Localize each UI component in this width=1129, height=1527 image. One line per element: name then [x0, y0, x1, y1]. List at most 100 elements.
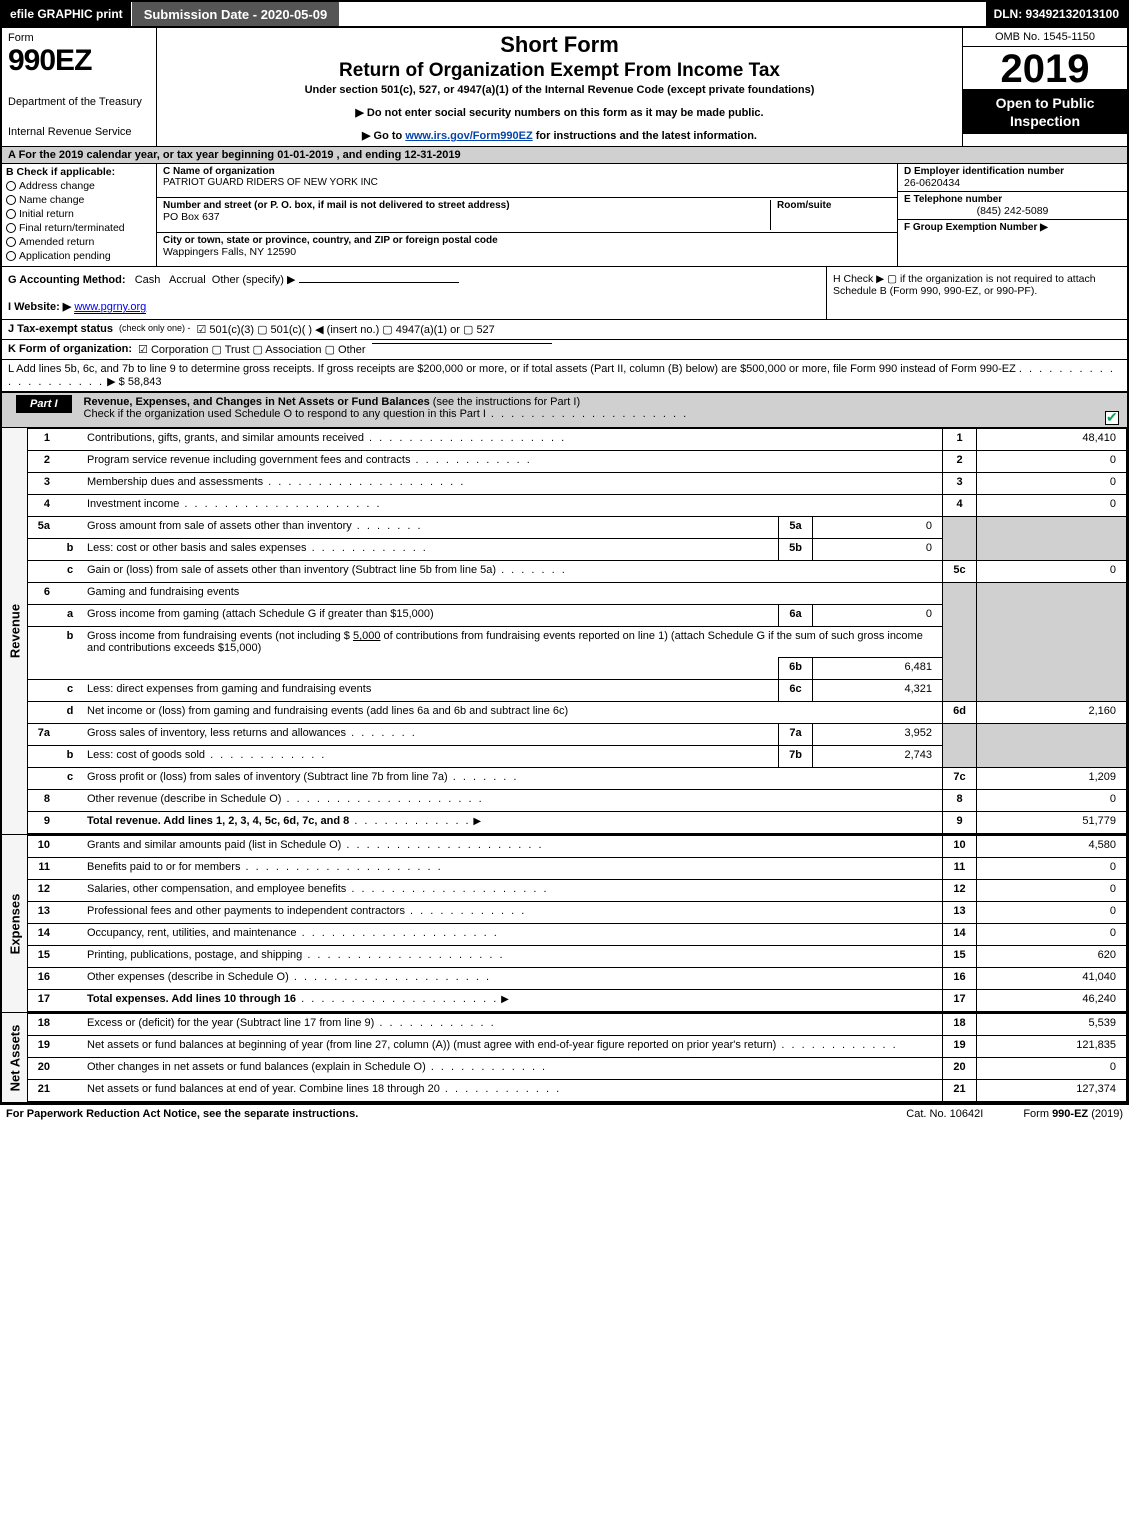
- revenue-label: Revenue: [2, 428, 28, 834]
- line-8: 8 Other revenue (describe in Schedule O)…: [28, 790, 1127, 812]
- val-15: 620: [977, 946, 1127, 968]
- part-1-tab: Part I: [16, 395, 72, 413]
- val-8: 0: [977, 790, 1127, 812]
- title-subtitle: Under section 501(c), 527, or 4947(a)(1)…: [165, 84, 954, 96]
- org-address: PO Box 637: [163, 211, 764, 223]
- note-goto: ▶ Go to www.irs.gov/Form990EZ for instru…: [165, 129, 954, 142]
- paperwork-notice: For Paperwork Reduction Act Notice, see …: [6, 1108, 866, 1120]
- efile-print-badge[interactable]: efile GRAPHIC print: [2, 2, 131, 26]
- expenses-section: Expenses 10 Grants and similar amounts p…: [2, 835, 1127, 1013]
- phone-label: E Telephone number: [904, 194, 1121, 205]
- net-assets-table: 18 Excess or (deficit) for the year (Sub…: [28, 1013, 1127, 1102]
- topbar: efile GRAPHIC print Submission Date - 20…: [2, 2, 1127, 28]
- line-5c: c Gain or (loss) from sale of assets oth…: [28, 561, 1127, 583]
- note-ssn: ▶ Do not enter social security numbers o…: [165, 106, 954, 119]
- title-center: Short Form Return of Organization Exempt…: [157, 28, 962, 146]
- line-15: 15 Printing, publications, postage, and …: [28, 946, 1127, 968]
- line-9: 9 Total revenue. Add lines 1, 2, 3, 4, 5…: [28, 812, 1127, 834]
- line-7a: 7a Gross sales of inventory, less return…: [28, 724, 1127, 746]
- val-19: 121,835: [977, 1036, 1127, 1058]
- form-ref: Form 990-EZ (2019): [1023, 1108, 1123, 1120]
- val-1: 48,410: [977, 429, 1127, 451]
- l-text: L Add lines 5b, 6c, and 7b to line 9 to …: [8, 363, 1016, 375]
- header-info-block: B Check if applicable: Address change Na…: [2, 164, 1127, 267]
- val-6d: 2,160: [977, 702, 1127, 724]
- chk-initial-return[interactable]: Initial return: [6, 208, 152, 220]
- line-18: 18 Excess or (deficit) for the year (Sub…: [28, 1014, 1127, 1036]
- val-13: 0: [977, 902, 1127, 924]
- chk-application-pending[interactable]: Application pending: [6, 250, 152, 262]
- part-1-note: (see the instructions for Part I): [430, 396, 580, 408]
- section-d: D Employer identification number 26-0620…: [898, 164, 1127, 192]
- line-17: 17 Total expenses. Add lines 10 through …: [28, 990, 1127, 1012]
- org-city: Wappingers Falls, NY 12590: [163, 246, 891, 258]
- revenue-table: 1 Contributions, gifts, grants, and simi…: [28, 428, 1127, 834]
- chk-address-change[interactable]: Address change: [6, 180, 152, 192]
- dept-irs: Internal Revenue Service: [8, 126, 150, 138]
- val-5b: 0: [813, 539, 943, 561]
- website-link[interactable]: www.pgrny.org: [74, 301, 146, 314]
- val-21: 127,374: [977, 1080, 1127, 1102]
- line-a-tax-year: A For the 2019 calendar year, or tax yea…: [2, 147, 1127, 164]
- g-label: G Accounting Method:: [8, 274, 126, 286]
- section-gh: G Accounting Method: Cash Accrual Other …: [2, 267, 1127, 320]
- val-3: 0: [977, 473, 1127, 495]
- form-word: Form: [8, 32, 150, 44]
- val-12: 0: [977, 880, 1127, 902]
- chk-final-return[interactable]: Final return/terminated: [6, 222, 152, 234]
- j-options[interactable]: ☑ 501(c)(3) ▢ 501(c)( ) ◀ (insert no.) ▢…: [196, 323, 494, 336]
- val-16: 41,040: [977, 968, 1127, 990]
- val-7c: 1,209: [977, 768, 1127, 790]
- chk-amended-return[interactable]: Amended return: [6, 236, 152, 248]
- val-6c: 4,321: [813, 680, 943, 702]
- l-amount: 58,843: [128, 376, 162, 388]
- val-2: 0: [977, 451, 1127, 473]
- val-7b: 2,743: [813, 746, 943, 768]
- val-4: 0: [977, 495, 1127, 517]
- val-6b-contrib: 5,000: [353, 630, 381, 642]
- line-20: 20 Other changes in net assets or fund b…: [28, 1058, 1127, 1080]
- section-b-header: B Check if applicable:: [6, 166, 152, 178]
- l-amt-label: ▶ $: [107, 376, 128, 388]
- line-2: 2 Program service revenue including gove…: [28, 451, 1127, 473]
- omb-number: OMB No. 1545-1150: [963, 28, 1127, 47]
- form-id-box: Form 990EZ Department of the Treasury In…: [2, 28, 157, 146]
- k-options[interactable]: ☑ Corporation ▢ Trust ▢ Association ▢ Ot…: [138, 343, 366, 356]
- irs-link[interactable]: www.irs.gov/Form990EZ: [405, 130, 532, 142]
- ein-label: D Employer identification number: [904, 166, 1121, 177]
- line-12: 12 Salaries, other compensation, and emp…: [28, 880, 1127, 902]
- title-return: Return of Organization Exempt From Incom…: [165, 60, 954, 82]
- org-name: PATRIOT GUARD RIDERS OF NEW YORK INC: [163, 177, 891, 188]
- part-1-title: Revenue, Expenses, and Changes in Net As…: [84, 396, 430, 408]
- line-3: 3 Membership dues and assessments 30: [28, 473, 1127, 495]
- goto-post: for instructions and the latest informat…: [533, 130, 757, 142]
- line-6b-val: 6b6,481: [28, 658, 1127, 680]
- org-name-label: C Name of organization: [163, 166, 891, 177]
- k-other-input[interactable]: [372, 343, 552, 344]
- g-other-input[interactable]: [299, 282, 459, 283]
- org-city-row: City or town, state or province, country…: [157, 233, 897, 266]
- section-e: E Telephone number (845) 242-5089: [898, 192, 1127, 220]
- val-10: 4,580: [977, 836, 1127, 858]
- line-6b: b Gross income from fundraising events (…: [28, 627, 1127, 658]
- line-13: 13 Professional fees and other payments …: [28, 902, 1127, 924]
- expenses-label: Expenses: [2, 835, 28, 1012]
- goto-pre: ▶ Go to: [362, 130, 405, 142]
- title-short-form: Short Form: [165, 32, 954, 58]
- line-5a: 5a Gross amount from sale of assets othe…: [28, 517, 1127, 539]
- line-11: 11 Benefits paid to or for members 110: [28, 858, 1127, 880]
- part-1-schedule-o-check[interactable]: [1105, 411, 1119, 425]
- org-address-row: Number and street (or P. O. box, if mail…: [157, 198, 897, 232]
- g-other: Other (specify) ▶: [212, 274, 296, 286]
- topbar-spacer: [339, 2, 985, 26]
- section-c: C Name of organization PATRIOT GUARD RID…: [157, 164, 897, 266]
- dln-badge: DLN: 93492132013100: [986, 2, 1127, 26]
- page-footer: For Paperwork Reduction Act Notice, see …: [0, 1105, 1129, 1123]
- line-7c: c Gross profit or (loss) from sales of i…: [28, 768, 1127, 790]
- section-def: D Employer identification number 26-0620…: [897, 164, 1127, 266]
- tax-year: 2019: [963, 47, 1127, 90]
- chk-name-change[interactable]: Name change: [6, 194, 152, 206]
- line-10: 10 Grants and similar amounts paid (list…: [28, 836, 1127, 858]
- line-6: 6 Gaming and fundraising events: [28, 583, 1127, 605]
- form-number: 990EZ: [8, 44, 150, 78]
